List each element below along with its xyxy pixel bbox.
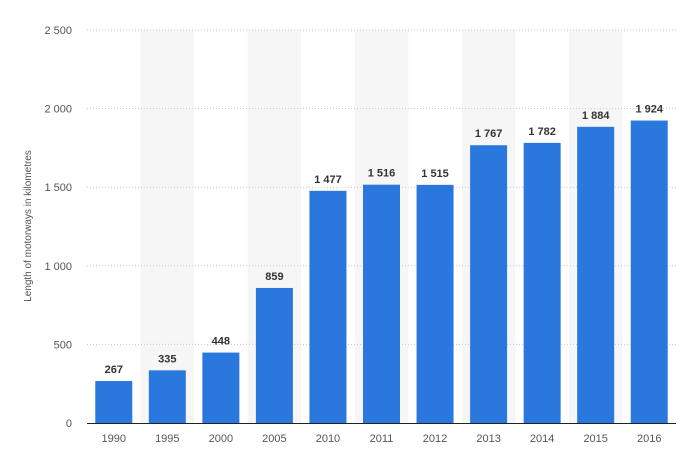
bar-2016 [630, 120, 668, 423]
y-tick-label: 1 000 [44, 261, 72, 273]
y-tick-label: 2 000 [44, 104, 72, 116]
y-axis-label: Length of motorways in kilometres [23, 150, 34, 302]
data-label-2013: 1 767 [475, 128, 503, 140]
bar-2012 [416, 184, 454, 423]
y-tick-label: 2 500 [44, 25, 72, 37]
data-label-1990: 267 [105, 364, 123, 376]
bar-2000 [202, 352, 240, 423]
x-tick-label-1995: 1995 [155, 433, 179, 445]
x-tick-label-2014: 2014 [530, 433, 554, 445]
x-tick-label-2016: 2016 [637, 433, 661, 445]
x-tick-label-2010: 2010 [316, 433, 340, 445]
bar-2015 [577, 126, 615, 423]
bar-2013 [470, 145, 508, 423]
data-label-2012: 1 515 [421, 168, 449, 180]
x-tick-label-2015: 2015 [583, 433, 607, 445]
y-tick-label: 0 [66, 418, 72, 430]
bar-2005 [255, 287, 293, 423]
bar-2010 [309, 190, 347, 423]
bar-2014 [523, 142, 561, 423]
x-tick-label-2011: 2011 [370, 433, 394, 445]
bars: 267 1990 335 1995 448 2000 859 2005 1 477 2010 1 5… [95, 104, 668, 445]
bar-2011 [363, 184, 400, 423]
background-band [140, 30, 195, 423]
data-label-2014: 1 782 [528, 126, 556, 138]
data-label-2011: 1 516 [368, 168, 396, 180]
bar-1995 [148, 370, 186, 423]
y-tick-label: 500 [54, 339, 72, 351]
y-tick-label: 1 500 [44, 182, 72, 194]
x-tick-label-2013: 2013 [476, 433, 500, 445]
data-label-1995: 335 [158, 353, 176, 365]
data-label-2015: 1 884 [582, 110, 610, 122]
data-label-2005: 859 [265, 271, 283, 283]
x-tick-label-2005: 2005 [262, 433, 286, 445]
data-label-2016: 1 924 [635, 104, 663, 116]
data-label-2000: 448 [212, 336, 230, 348]
x-tick-label-2012: 2012 [423, 433, 447, 445]
data-label-2010: 1 477 [314, 174, 342, 186]
x-tick-label-1990: 1990 [102, 433, 126, 445]
x-tick-label-2000: 2000 [209, 433, 233, 445]
bar-1990 [95, 381, 133, 423]
